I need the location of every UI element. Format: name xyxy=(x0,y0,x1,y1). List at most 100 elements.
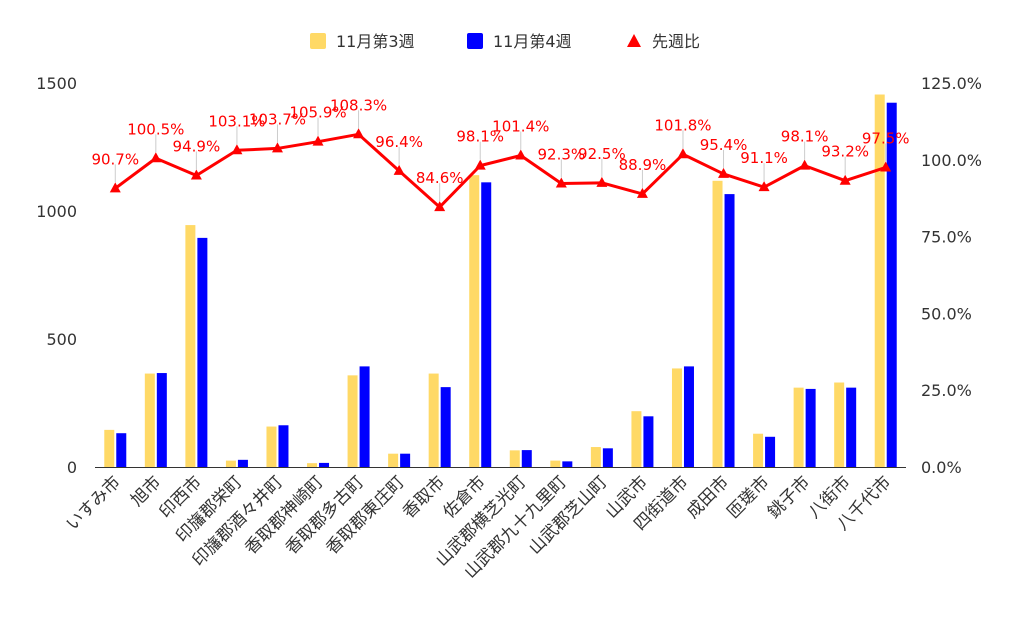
category-label: いすみ市 xyxy=(63,472,125,534)
ratio-point-marker xyxy=(839,174,851,185)
ratio-data-label: 101.4% xyxy=(492,117,549,135)
bar-week4 xyxy=(765,436,776,467)
bar-week4 xyxy=(846,387,857,467)
bar-week4 xyxy=(521,450,532,467)
bar-week3 xyxy=(631,411,642,467)
legend-label: 11月第3週 xyxy=(336,32,415,51)
bar-week3 xyxy=(144,373,155,467)
bar-week4 xyxy=(319,462,330,467)
bar-week3 xyxy=(104,429,115,467)
ratio-data-label: 101.8% xyxy=(654,116,711,134)
bar-week4 xyxy=(116,433,127,467)
ratio-point-marker xyxy=(190,169,202,180)
bar-week3 xyxy=(388,453,399,467)
bar-week4 xyxy=(359,366,370,467)
bar-week3 xyxy=(671,368,682,467)
bar-week4 xyxy=(400,453,411,467)
bar-week4 xyxy=(562,461,573,467)
ratio-point-marker xyxy=(312,135,324,146)
bar-week4 xyxy=(237,459,248,467)
ratio-data-label: 84.6% xyxy=(416,169,464,187)
bar-week3 xyxy=(469,175,480,467)
bar-week4 xyxy=(805,388,816,467)
left-axis-tick-label: 1500 xyxy=(36,74,77,93)
ratio-data-label: 92.5% xyxy=(578,145,626,163)
left-axis-tick-label: 500 xyxy=(46,330,77,349)
bar-week3 xyxy=(509,450,520,467)
bar-week3 xyxy=(428,373,439,467)
ratio-point-marker xyxy=(271,142,283,153)
ratio-point-marker xyxy=(718,167,730,178)
ratio-data-label: 98.1% xyxy=(781,128,829,146)
bar-week4 xyxy=(156,373,167,467)
ratio-point-marker xyxy=(150,152,162,163)
ratio-point-marker xyxy=(880,161,892,172)
ratio-point-marker xyxy=(636,187,648,198)
bar-week4 xyxy=(278,425,289,467)
bar-week4 xyxy=(643,416,654,467)
bar-week4 xyxy=(481,182,492,467)
bar-week3 xyxy=(874,94,885,468)
ratio-data-label: 93.2% xyxy=(821,143,869,161)
ratio-data-label: 88.9% xyxy=(619,156,667,174)
ratio-point-marker xyxy=(109,182,121,193)
bar-week4 xyxy=(197,237,208,467)
bar-week3 xyxy=(225,460,236,467)
bar-week3 xyxy=(753,433,764,467)
ratio-data-label: 96.4% xyxy=(375,133,423,151)
ratio-point-marker xyxy=(434,201,446,212)
ratio-data-label: 98.1% xyxy=(456,128,504,146)
bar-week3 xyxy=(793,387,804,467)
right-axis-tick-label: 125.0% xyxy=(921,74,982,93)
legend-label: 11月第4週 xyxy=(493,32,572,51)
ratio-data-label: 90.7% xyxy=(91,150,139,168)
ratio-data-label: 92.3% xyxy=(537,145,585,163)
left-axis-tick-label: 0 xyxy=(67,458,77,477)
category-label: 銚子市 xyxy=(764,472,814,522)
ratio-point-marker xyxy=(758,181,770,192)
ratio-data-label: 97.5% xyxy=(862,129,910,147)
category-label: 成田市 xyxy=(683,472,733,522)
bar-week4 xyxy=(440,387,451,467)
bar-week3 xyxy=(834,382,845,467)
ratio-point-marker xyxy=(799,159,811,170)
ratio-data-label: 103.7% xyxy=(249,110,306,128)
bar-week3 xyxy=(307,463,318,467)
ratio-point-marker xyxy=(353,128,365,139)
legend-swatch xyxy=(310,33,326,49)
bar-week3 xyxy=(712,180,723,468)
bar-week4 xyxy=(724,194,735,467)
ratio-point-marker xyxy=(555,177,567,188)
right-axis-tick-label: 50.0% xyxy=(921,304,972,323)
ratio-data-label: 103.1% xyxy=(208,112,265,130)
ratio-point-marker xyxy=(515,149,527,160)
ratio-data-label: 100.5% xyxy=(127,120,184,138)
right-axis-tick-label: 0.0% xyxy=(921,458,962,477)
category-label: 匝瑳市 xyxy=(723,472,773,522)
ratio-data-label: 105.9% xyxy=(289,104,346,122)
ratio-line xyxy=(114,132,887,209)
legend-swatch xyxy=(467,33,483,49)
ratio-point-marker xyxy=(677,148,689,159)
left-axis-tick-label: 1000 xyxy=(36,202,77,221)
legend-swatch xyxy=(627,34,641,47)
right-axis-tick-label: 100.0% xyxy=(921,151,982,170)
ratio-point-marker xyxy=(596,176,608,187)
bar-week3 xyxy=(185,225,196,467)
bar-week4 xyxy=(602,448,613,467)
bar-week3 xyxy=(347,375,358,467)
bar-week3 xyxy=(266,426,277,467)
legend-label: 先週比 xyxy=(652,32,700,51)
category-label: 香取市 xyxy=(399,472,449,522)
ratio-data-label: 94.9% xyxy=(173,137,221,155)
ratio-point-marker xyxy=(393,164,405,175)
bar-week3 xyxy=(590,447,601,467)
ratio-point-marker xyxy=(231,144,243,155)
ratio-data-label: 108.3% xyxy=(330,96,387,114)
right-axis-tick-label: 75.0% xyxy=(921,228,972,247)
ratio-data-label: 91.1% xyxy=(740,149,788,167)
ratio-point-marker xyxy=(474,159,486,170)
ratio-data-label: 95.4% xyxy=(700,136,748,154)
